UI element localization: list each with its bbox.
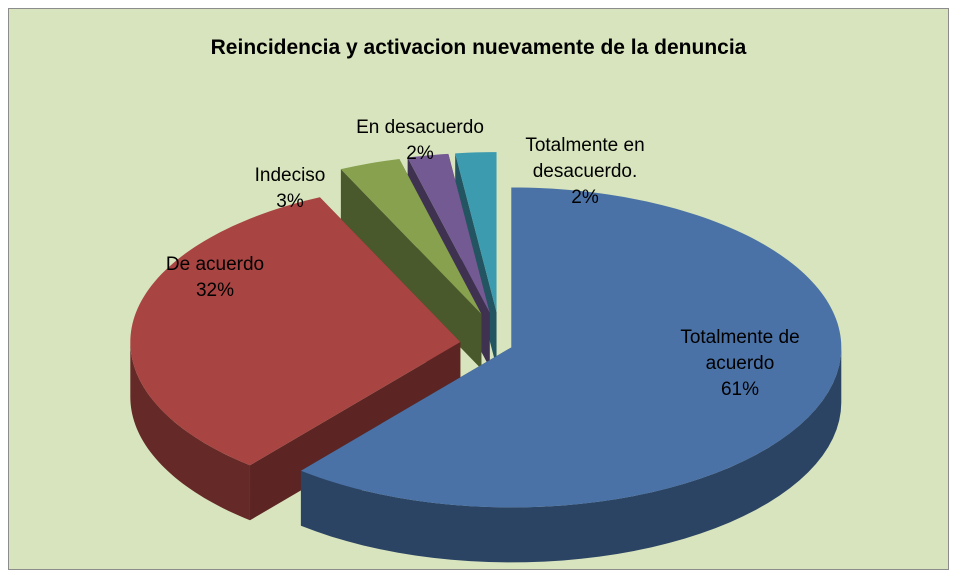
data-label-name: Totalmente en desacuerdo.	[525, 135, 645, 182]
slice	[455, 152, 497, 313]
data-label-name: En desacuerdo	[356, 117, 484, 138]
data-label: Totalmente en desacuerdo. 2%	[495, 133, 675, 211]
slice-edge	[130, 341, 250, 521]
slice	[130, 197, 461, 466]
slice	[407, 153, 490, 313]
data-label-value: 32%	[195, 280, 235, 301]
data-label: Totalmente de acuerdo 61%	[650, 325, 830, 403]
data-label-value: 3%	[276, 191, 304, 212]
data-label-name: De acuerdo	[165, 254, 265, 275]
data-label: Indeciso 3%	[230, 163, 350, 215]
chart-title: Reincidencia y activacion nuevamente de …	[210, 36, 747, 59]
data-label: En desacuerdo 2%	[330, 115, 510, 167]
data-label-value: 2%	[571, 187, 599, 208]
slice-side	[340, 169, 482, 369]
slice	[340, 158, 482, 314]
data-label: De acuerdo 32%	[135, 252, 295, 304]
slice	[300, 187, 842, 508]
data-label-name: Totalmente de acuerdo	[680, 327, 800, 374]
data-label-name: Indeciso	[254, 165, 326, 186]
data-label-value: 2%	[406, 143, 434, 164]
slice-edge	[300, 347, 842, 563]
data-label-value: 61%	[720, 379, 760, 400]
